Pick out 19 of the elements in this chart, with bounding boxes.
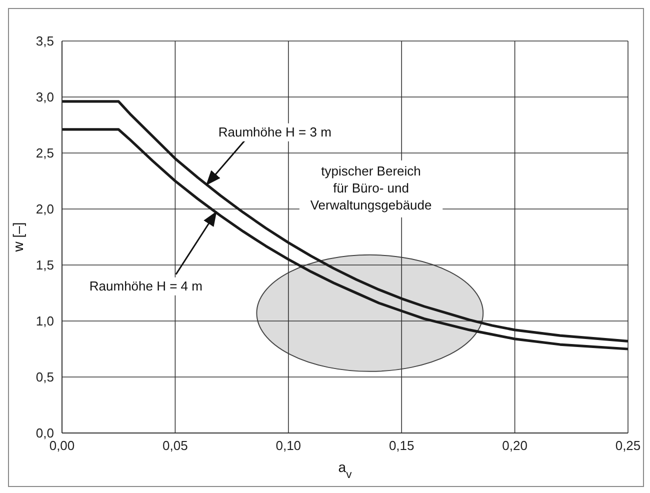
y-tick-label: 2,5 (36, 146, 54, 161)
y-tick-label: 2,0 (36, 202, 54, 217)
y-tick-label: 0,0 (36, 426, 54, 441)
annotation: Raumhöhe H = 4 m (89, 278, 202, 294)
y-axis-title: w [–] (10, 222, 26, 253)
x-tick-label: 0,25 (615, 438, 641, 454)
y-tick-label: 3,0 (36, 90, 54, 105)
x-tick-label: 0,00 (49, 438, 75, 454)
y-tick-label: 3,5 (36, 34, 54, 49)
x-tick-label: 0,20 (502, 438, 528, 454)
x-tick-label: 0,05 (162, 438, 188, 454)
y-tick-label: 1,0 (36, 314, 54, 329)
x-tick-label: 0,10 (276, 438, 302, 454)
y-tick-label: 0,5 (36, 370, 54, 385)
annotation: typischer Bereich für Büro- und Verwaltungsgebäude (310, 163, 432, 212)
annotation: Raumhöhe H = 3 m (218, 124, 332, 140)
x-axis-title: a$_{v}$ (338, 459, 352, 481)
x-tick-label: 0,15 (388, 438, 414, 454)
y-tick-label: 1,5 (36, 258, 54, 273)
